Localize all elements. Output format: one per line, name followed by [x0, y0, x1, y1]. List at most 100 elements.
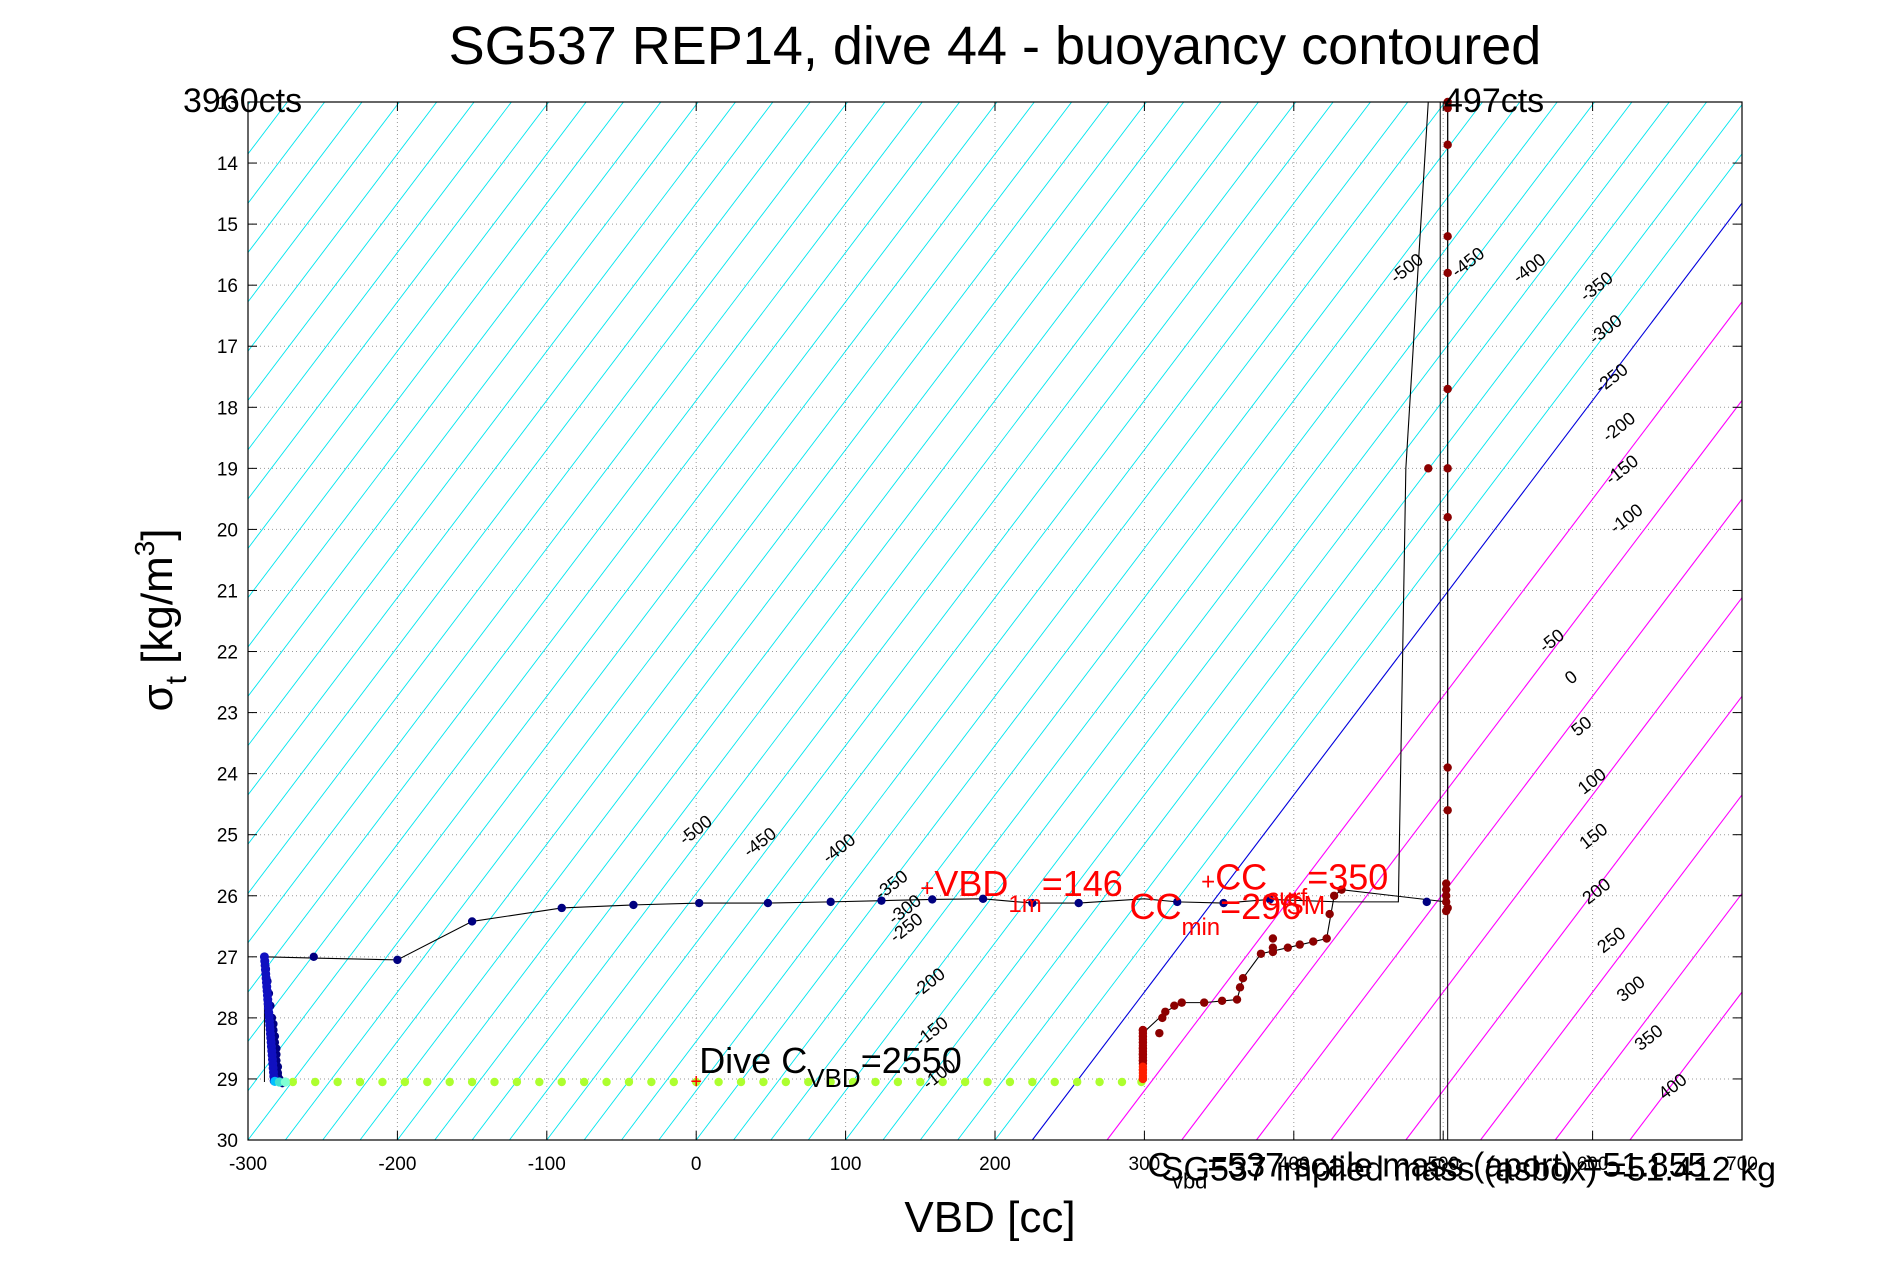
y-tick-label: 13	[217, 93, 238, 114]
y-tick-label: 21	[217, 581, 238, 602]
contour-line	[322, 102, 1110, 1140]
data-point	[1050, 1077, 1059, 1087]
data-point	[1232, 995, 1242, 1004]
data-point	[694, 898, 704, 908]
annotation-dive-cvbd-sub: VBD	[807, 1063, 860, 1093]
annotation-dive-cvbd: Dive CVBD=2550	[699, 1040, 962, 1093]
y-tick-label: 29	[217, 1070, 238, 1091]
data-point	[938, 1077, 947, 1087]
contour-line	[248, 102, 849, 895]
data-point	[579, 1077, 589, 1087]
contour-line	[0, 41, 222, 1140]
y-tick-label: 27	[217, 948, 238, 969]
contour-line	[733, 102, 1521, 1140]
x-tick-label: 600	[1577, 1154, 1609, 1175]
data-point	[1199, 998, 1209, 1007]
data-point	[467, 917, 477, 926]
y-axis-label: σt [kg/m3]	[129, 528, 193, 711]
data-point	[1268, 943, 1278, 952]
corner-label-right: 497cts	[1444, 82, 1544, 120]
data-point	[1117, 1077, 1127, 1087]
contour-line	[621, 102, 1409, 1140]
annotation-cc-surf-sub: surf	[1267, 885, 1307, 912]
data-point	[1219, 898, 1228, 908]
contour-line	[994, 153, 1742, 1140]
y-tick-label: 24	[217, 765, 239, 786]
data-points: +	[259, 97, 1452, 1093]
contour-line	[397, 102, 1185, 1140]
data-point	[557, 1077, 566, 1087]
data-point	[1443, 903, 1452, 913]
data-point	[400, 1077, 410, 1087]
contour-line	[695, 102, 1484, 1140]
data-point	[848, 1077, 858, 1087]
data-point	[826, 1077, 835, 1087]
data-point	[1173, 897, 1182, 907]
annotation-cc-surf-prefix: +	[1201, 869, 1215, 896]
data-point	[1005, 1077, 1015, 1087]
data-point	[1295, 940, 1304, 949]
annotation-vbd-sub: 1m	[1008, 891, 1041, 918]
annotation-implied-mass: SG537 implied mass (asbox) =51.412 kg	[1161, 1150, 1776, 1188]
contour-line	[248, 102, 438, 352]
y-tick-label: 23	[217, 704, 238, 725]
x-tick-label: -200	[378, 1154, 416, 1175]
contour-line	[1106, 300, 1742, 1140]
data-point	[1256, 949, 1266, 958]
annotation-cvbd-value: =537 scale mass (aport) =51.855	[1207, 1147, 1706, 1185]
data-point	[978, 894, 988, 904]
annotation-cvbd-sub: vbd	[1172, 1169, 1207, 1194]
data-point	[1155, 1028, 1164, 1038]
contour-line	[248, 102, 587, 550]
contour-line	[807, 102, 1596, 1140]
data-point	[1074, 898, 1083, 908]
y-tick-label: 16	[217, 276, 238, 297]
y-tick-label: 20	[217, 520, 238, 541]
annotation-dive-cvbd-main: Dive C	[699, 1040, 807, 1081]
data-point	[557, 903, 566, 913]
data-point	[1283, 943, 1293, 952]
data-point	[928, 895, 937, 904]
data-point	[490, 1077, 499, 1087]
data-point	[804, 1077, 813, 1087]
contour-line	[0, 41, 109, 1140]
data-point	[512, 1077, 522, 1087]
data-point	[759, 1077, 768, 1087]
contour-line	[1256, 498, 1742, 1140]
data-point	[1441, 891, 1451, 900]
y-axis-ticks: 13 14 15 16 17 18 19 20 21 22 23 24 25 26 27 28 29 30	[217, 93, 1742, 1152]
contour-line	[1554, 892, 1742, 1140]
data-point	[916, 1077, 925, 1087]
y-tick-label: 18	[217, 398, 238, 419]
data-point	[1422, 897, 1431, 907]
data-point	[1443, 268, 1452, 278]
contour-line	[248, 102, 512, 451]
contour-line	[248, 102, 737, 747]
data-point	[1309, 937, 1318, 946]
data-point	[1441, 885, 1451, 894]
contour-line	[248, 102, 886, 944]
x-tick-label: 0	[691, 1154, 702, 1175]
data-point	[629, 900, 638, 910]
annotation-vbd-main: VBD	[934, 863, 1008, 904]
y-tick-label: 26	[217, 887, 238, 908]
annotation-cc-surf-value: =350	[1307, 857, 1388, 898]
contour-line	[845, 102, 1633, 1140]
contour-line	[770, 102, 1558, 1140]
data-point	[1443, 464, 1452, 473]
data-point	[714, 1077, 723, 1087]
contour-line	[248, 102, 475, 402]
contour-line	[658, 102, 1446, 1140]
data-point	[423, 1077, 432, 1087]
data-point	[1325, 909, 1334, 919]
data-point	[1138, 1074, 1148, 1084]
data-point	[1265, 895, 1275, 904]
data-point	[1443, 232, 1452, 241]
data-point	[647, 1077, 656, 1087]
y-tick-label: 25	[217, 826, 238, 847]
contour-line	[546, 102, 1334, 1140]
data-point	[1337, 885, 1346, 894]
annotation-vbd-prefix: +	[920, 875, 934, 902]
contour-line	[248, 102, 1035, 1140]
